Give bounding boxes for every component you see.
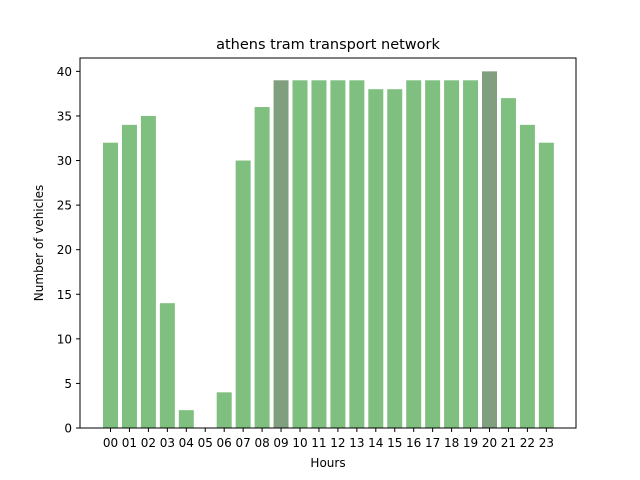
bar-13	[349, 80, 365, 428]
bar-21	[500, 98, 516, 429]
bar-00	[103, 142, 118, 428]
x-tick-label: 23	[539, 436, 554, 450]
y-tick-label: 35	[57, 109, 72, 123]
y-axis-label: Number of vehicles	[32, 185, 46, 301]
bar-17	[425, 80, 441, 428]
y-tick-label: 25	[57, 199, 72, 213]
bar-23	[538, 142, 554, 428]
bar-16	[406, 80, 422, 428]
x-axis: 00 01 02 03 04 05 06 07 08 09 10 11 12 13 14 15 16 17 18 19…	[103, 428, 554, 450]
x-tick-label: 04	[179, 436, 194, 450]
x-tick-label: 12	[330, 436, 345, 450]
y-tick-label: 20	[57, 243, 72, 257]
x-tick-label: 05	[198, 436, 213, 450]
chart-title: athens tram transport network	[216, 37, 440, 53]
plot-frame	[79, 57, 577, 429]
y-tick-label: 0	[64, 422, 72, 436]
bars-group	[103, 71, 554, 429]
x-tick-label: 21	[501, 436, 516, 450]
x-tick-label: 19	[463, 436, 478, 450]
bar-01	[121, 124, 137, 429]
x-tick-label: 10	[292, 436, 307, 450]
bar-11	[311, 80, 327, 428]
y-tick-label: 15	[57, 288, 72, 302]
bar-03	[159, 303, 175, 428]
bar-15	[387, 89, 403, 428]
x-tick-label: 11	[311, 436, 326, 450]
x-tick-label: 08	[254, 436, 269, 450]
x-tick-label: 00	[103, 436, 118, 450]
x-tick-label: 16	[406, 436, 421, 450]
bar-20	[482, 71, 497, 429]
x-tick-label: 06	[217, 436, 232, 450]
bar-14	[368, 89, 384, 428]
x-tick-label: 18	[444, 436, 459, 450]
x-axis-label: Hours	[310, 456, 345, 470]
x-tick-label: 13	[349, 436, 364, 450]
x-tick-label: 07	[236, 436, 251, 450]
x-tick-label: 03	[160, 436, 175, 450]
bar-06	[216, 392, 232, 428]
bar-10	[292, 80, 308, 428]
bar-18	[444, 80, 460, 428]
bar-07	[235, 160, 251, 428]
x-tick-label: 09	[273, 436, 288, 450]
x-tick-label: 20	[482, 436, 497, 450]
x-tick-label: 01	[122, 436, 137, 450]
bar-19	[463, 80, 479, 428]
x-tick-label: 17	[425, 436, 440, 450]
y-tick-label: 5	[64, 377, 72, 391]
y-tick-label: 30	[57, 154, 72, 168]
bar-09	[273, 80, 289, 428]
y-tick-label: 40	[57, 65, 72, 79]
x-tick-label: 14	[368, 436, 383, 450]
x-tick-label: 22	[520, 436, 535, 450]
x-tick-label: 02	[141, 436, 156, 450]
y-axis: 0 5 10 15 20 25 30 35 40	[57, 65, 80, 436]
bar-22	[519, 124, 535, 429]
bar-08	[254, 107, 270, 428]
bar-12	[330, 80, 346, 428]
x-tick-label: 15	[387, 436, 402, 450]
bar-02	[140, 115, 156, 428]
y-tick-label: 10	[57, 332, 72, 346]
bar-04	[178, 410, 194, 428]
